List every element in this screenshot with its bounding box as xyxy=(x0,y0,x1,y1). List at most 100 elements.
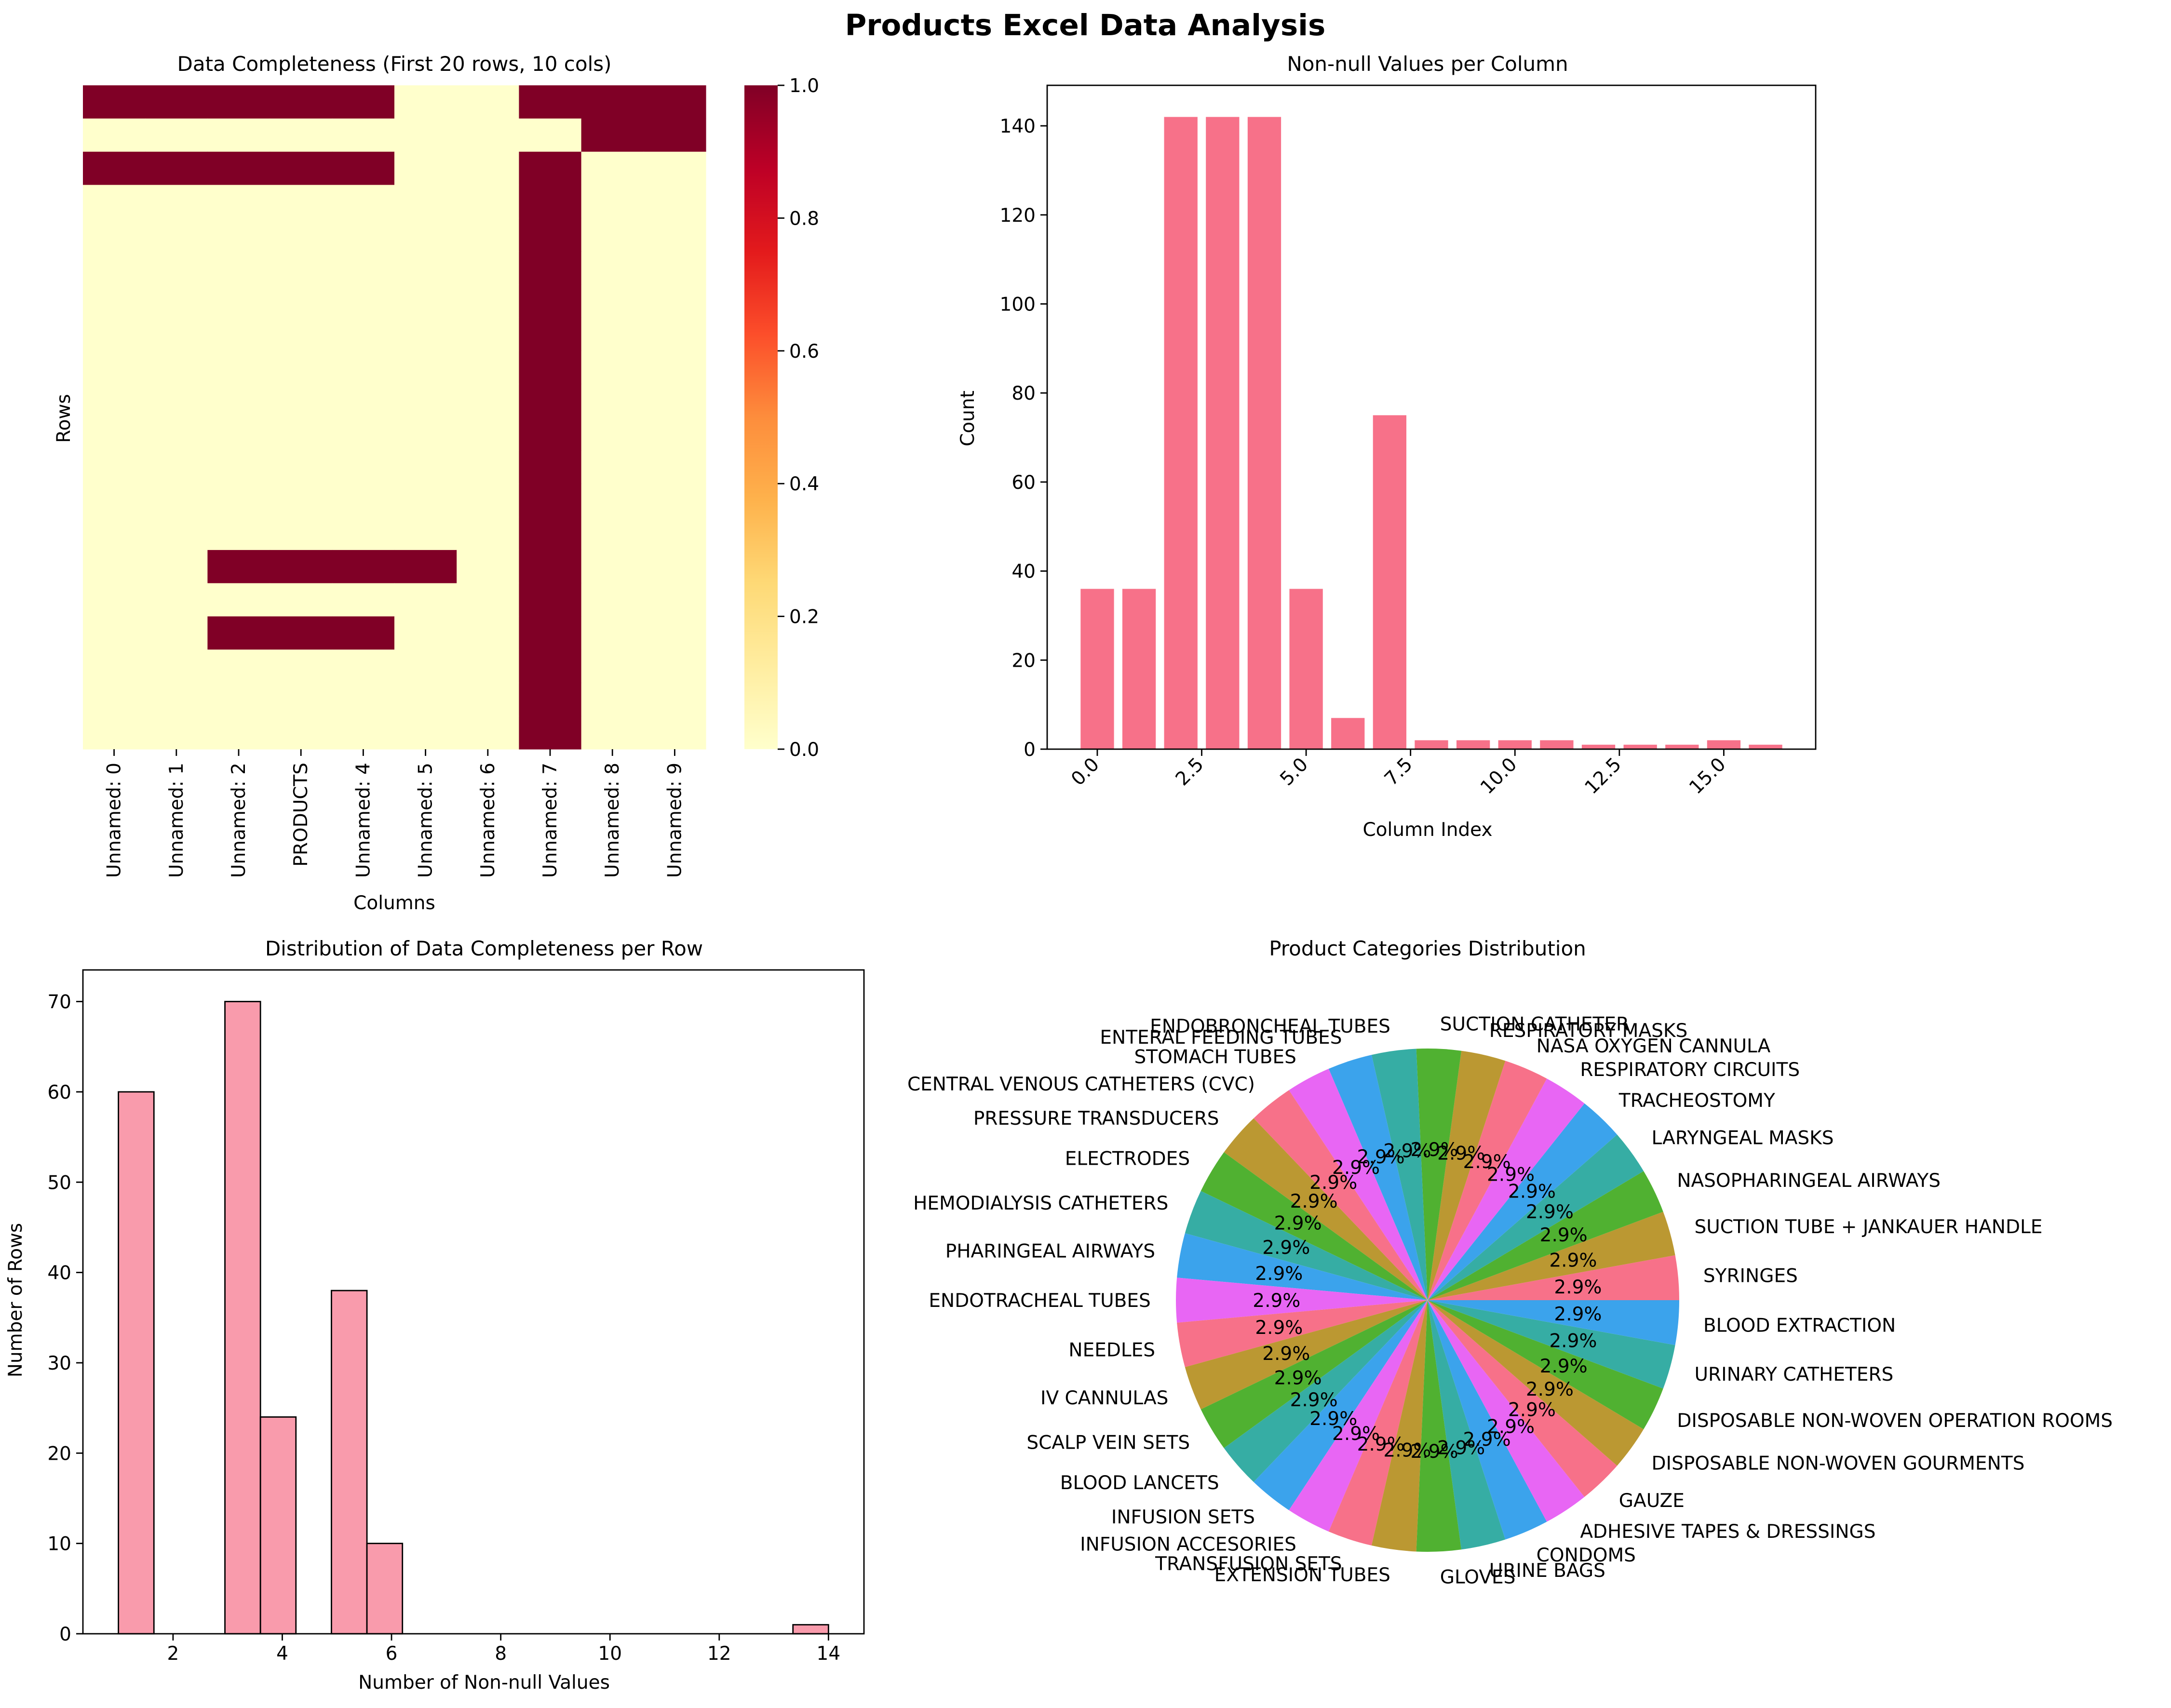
heatmap-cell xyxy=(394,151,457,186)
pie-percent-label: 2.9% xyxy=(1487,1416,1535,1438)
heatmap-cell xyxy=(207,118,270,152)
heatmap-cell xyxy=(270,384,333,418)
heatmap-cell xyxy=(83,484,146,517)
pie-percent-label: 2.9% xyxy=(1383,1141,1431,1162)
histogram-bar xyxy=(792,1624,829,1635)
product-categories-title: Product Categories Distribution xyxy=(1269,937,1586,960)
heatmap-cell xyxy=(145,85,208,119)
pie-category-label: ENDOTRACHEAL TUBES xyxy=(929,1290,1150,1312)
heatmap-cell xyxy=(83,218,146,252)
heatmap-cell xyxy=(457,218,519,252)
heatmap-cell xyxy=(83,284,146,318)
pie-category-label: BLOOD EXTRACTION xyxy=(1703,1315,1896,1336)
heatmap-x-tick-label: Unnamed: 1 xyxy=(166,763,188,878)
pie-category-label: URINE BAGS xyxy=(1489,1560,1605,1582)
heatmap-cell xyxy=(145,350,208,385)
column-count-bar xyxy=(1080,589,1114,749)
heatmap-cell xyxy=(581,683,644,716)
heatmap-cell xyxy=(83,716,146,750)
heatmap-y-label: Rows xyxy=(53,394,75,443)
heatmap-cell xyxy=(394,350,457,385)
pie-category-label: INFUSION SETS xyxy=(1111,1506,1255,1528)
colorbar-gradient xyxy=(744,85,778,749)
pie-slice xyxy=(1428,1300,1618,1497)
heatmap-cell xyxy=(519,583,582,617)
pie-labels: SYRINGES 2.9% SUCTION TUBE + JANKAUER HAND… xyxy=(907,1013,2113,1588)
column-count-y-label: Count xyxy=(957,390,979,446)
heatmap-cell xyxy=(207,583,270,617)
pie-slice xyxy=(1428,1255,1679,1300)
heatmap-cell xyxy=(643,417,706,451)
heatmap-cell xyxy=(394,417,457,451)
column-count-bar xyxy=(1164,117,1198,750)
heatmap-cell xyxy=(581,716,644,750)
heatmap-cell xyxy=(519,85,582,119)
pie-percent-label: 2.9% xyxy=(1357,1434,1405,1455)
heatmap-cell xyxy=(270,284,333,318)
pie-slice xyxy=(1177,1233,1428,1300)
row-completeness-y-tick-label: 0 xyxy=(59,1624,71,1645)
heatmap-cell xyxy=(332,716,395,750)
heatmap-cell xyxy=(270,550,333,584)
heatmap-cell xyxy=(643,284,706,318)
heatmap-cell xyxy=(519,118,582,152)
row-completeness-x-tick-label: 4 xyxy=(276,1643,288,1665)
heatmap-cell xyxy=(332,616,395,650)
heatmap-cell xyxy=(332,317,395,351)
pie-category-label: NASA OXYGEN CANNULA xyxy=(1537,1036,1771,1057)
heatmap-cell xyxy=(332,350,395,385)
heatmap-cell xyxy=(643,450,706,484)
heatmap-cell xyxy=(394,550,457,584)
product-categories-panel: Product Categories Distribution SYRINGES… xyxy=(907,937,2113,1588)
column-count-bar xyxy=(1581,744,1616,749)
heatmap-cell xyxy=(270,251,333,285)
heatmap-x-tick-label: Unnamed: 6 xyxy=(477,763,499,878)
heatmap-cell xyxy=(457,85,519,119)
heatmap-cell xyxy=(519,284,582,318)
heatmap-cell xyxy=(145,417,208,451)
histogram-bar xyxy=(259,1416,297,1635)
pie-category-label: RESPIRATORY MASKS xyxy=(1489,1020,1687,1042)
heatmap-cell xyxy=(145,118,208,152)
heatmap-cell xyxy=(145,151,208,186)
heatmap-cell xyxy=(270,185,333,218)
pie-percent-label: 2.9% xyxy=(1274,1212,1322,1234)
pie-percent-label: 2.9% xyxy=(1487,1164,1535,1186)
row-completeness-x-tick-label: 8 xyxy=(495,1643,507,1665)
histogram-bar xyxy=(224,1001,261,1635)
heatmap-cell xyxy=(643,683,706,716)
pie-category-label: DISPOSABLE NON-WOVEN GOURMENTS xyxy=(1652,1453,2025,1475)
heatmap-cell xyxy=(519,616,582,650)
pie-category-label: ELECTRODES xyxy=(1065,1148,1190,1170)
pie-percent-label: 2.9% xyxy=(1332,1423,1380,1445)
heatmap-cell xyxy=(207,218,270,252)
pie-category-label: SUCTION TUBE + JANKAUER HANDLE xyxy=(1695,1216,2043,1238)
heatmap-cell xyxy=(457,484,519,517)
pie-category-label: STOMACH TUBES xyxy=(1134,1046,1296,1068)
pie-slice xyxy=(1428,1211,1675,1300)
heatmap-cell xyxy=(83,85,146,119)
pie-category-label: NASOPHARINGEAL AIRWAYS xyxy=(1677,1170,1941,1192)
heatmap-x-tick-label: Unnamed: 5 xyxy=(415,763,437,878)
pie-percent-label: 2.9% xyxy=(1437,1437,1485,1459)
colorbar-tick-label: 0.4 xyxy=(789,473,819,495)
heatmap-cell xyxy=(643,583,706,617)
heatmap-cell xyxy=(83,118,146,152)
colorbar-tick-label: 0.2 xyxy=(789,606,819,628)
heatmap-x-label: Columns xyxy=(353,892,435,914)
heatmap-cell xyxy=(643,317,706,351)
column-count-y-tick-label: 60 xyxy=(1011,472,1036,494)
pie-slice xyxy=(1371,1300,1428,1552)
heatmap-cell xyxy=(519,550,582,584)
pie-slice xyxy=(1428,1300,1547,1540)
heatmap-cell xyxy=(581,583,644,617)
heatmap-cell xyxy=(394,284,457,318)
pie-category-label: DISPOSABLE NON-WOVEN OPERATION ROOMS xyxy=(1677,1410,2113,1432)
row-completeness-y-label: Number of Rows xyxy=(5,1223,27,1377)
heatmap-cell xyxy=(643,484,706,517)
pie-slice xyxy=(1428,1103,1618,1300)
pie-slice xyxy=(1428,1171,1663,1300)
heatmap-cell xyxy=(270,118,333,152)
heatmap-cell xyxy=(145,185,208,218)
pie-category-label: CONDOMS xyxy=(1537,1545,1636,1566)
